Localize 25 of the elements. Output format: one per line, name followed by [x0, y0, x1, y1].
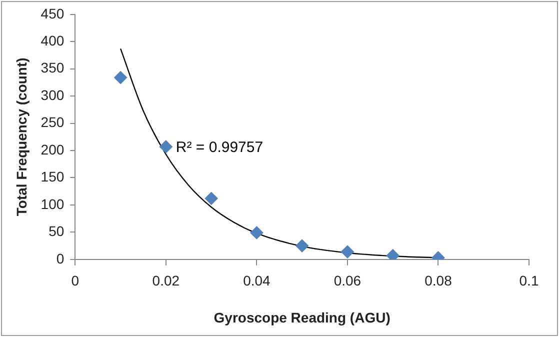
x-tick-label: 0 [71, 272, 80, 289]
y-tick-label: 250 [40, 114, 64, 130]
annotation: R² = 0.99757 [176, 138, 264, 156]
y-tick-label: 450 [40, 5, 64, 22]
x-tick-label: 0.08 [424, 272, 452, 289]
y-tick-label: 200 [40, 141, 64, 158]
point [159, 140, 172, 154]
point [114, 71, 128, 84]
x-tick-label: 0.04 [243, 272, 271, 289]
point [296, 239, 309, 252]
x-axis-title: Gyroscope Reading (AGU) [214, 309, 390, 326]
y-tick-label: 100 [40, 196, 64, 212]
y-tick-label: 350 [40, 60, 64, 76]
y-tick-label: 400 [40, 32, 64, 48]
point [340, 245, 354, 258]
y-axis-title: Total Frequency (count) [13, 58, 30, 216]
point [250, 226, 264, 240]
x-tick-label: 0.1 [519, 272, 539, 289]
y-tick-label: 150 [40, 168, 64, 185]
x-tick-label: 0.02 [152, 272, 180, 289]
y-tick-label: 50 [48, 223, 64, 240]
y-tick-label: 300 [40, 86, 64, 103]
point [204, 192, 218, 205]
x-tick-label: 0.06 [334, 272, 362, 289]
y-tick-label: 0 [56, 250, 64, 266]
